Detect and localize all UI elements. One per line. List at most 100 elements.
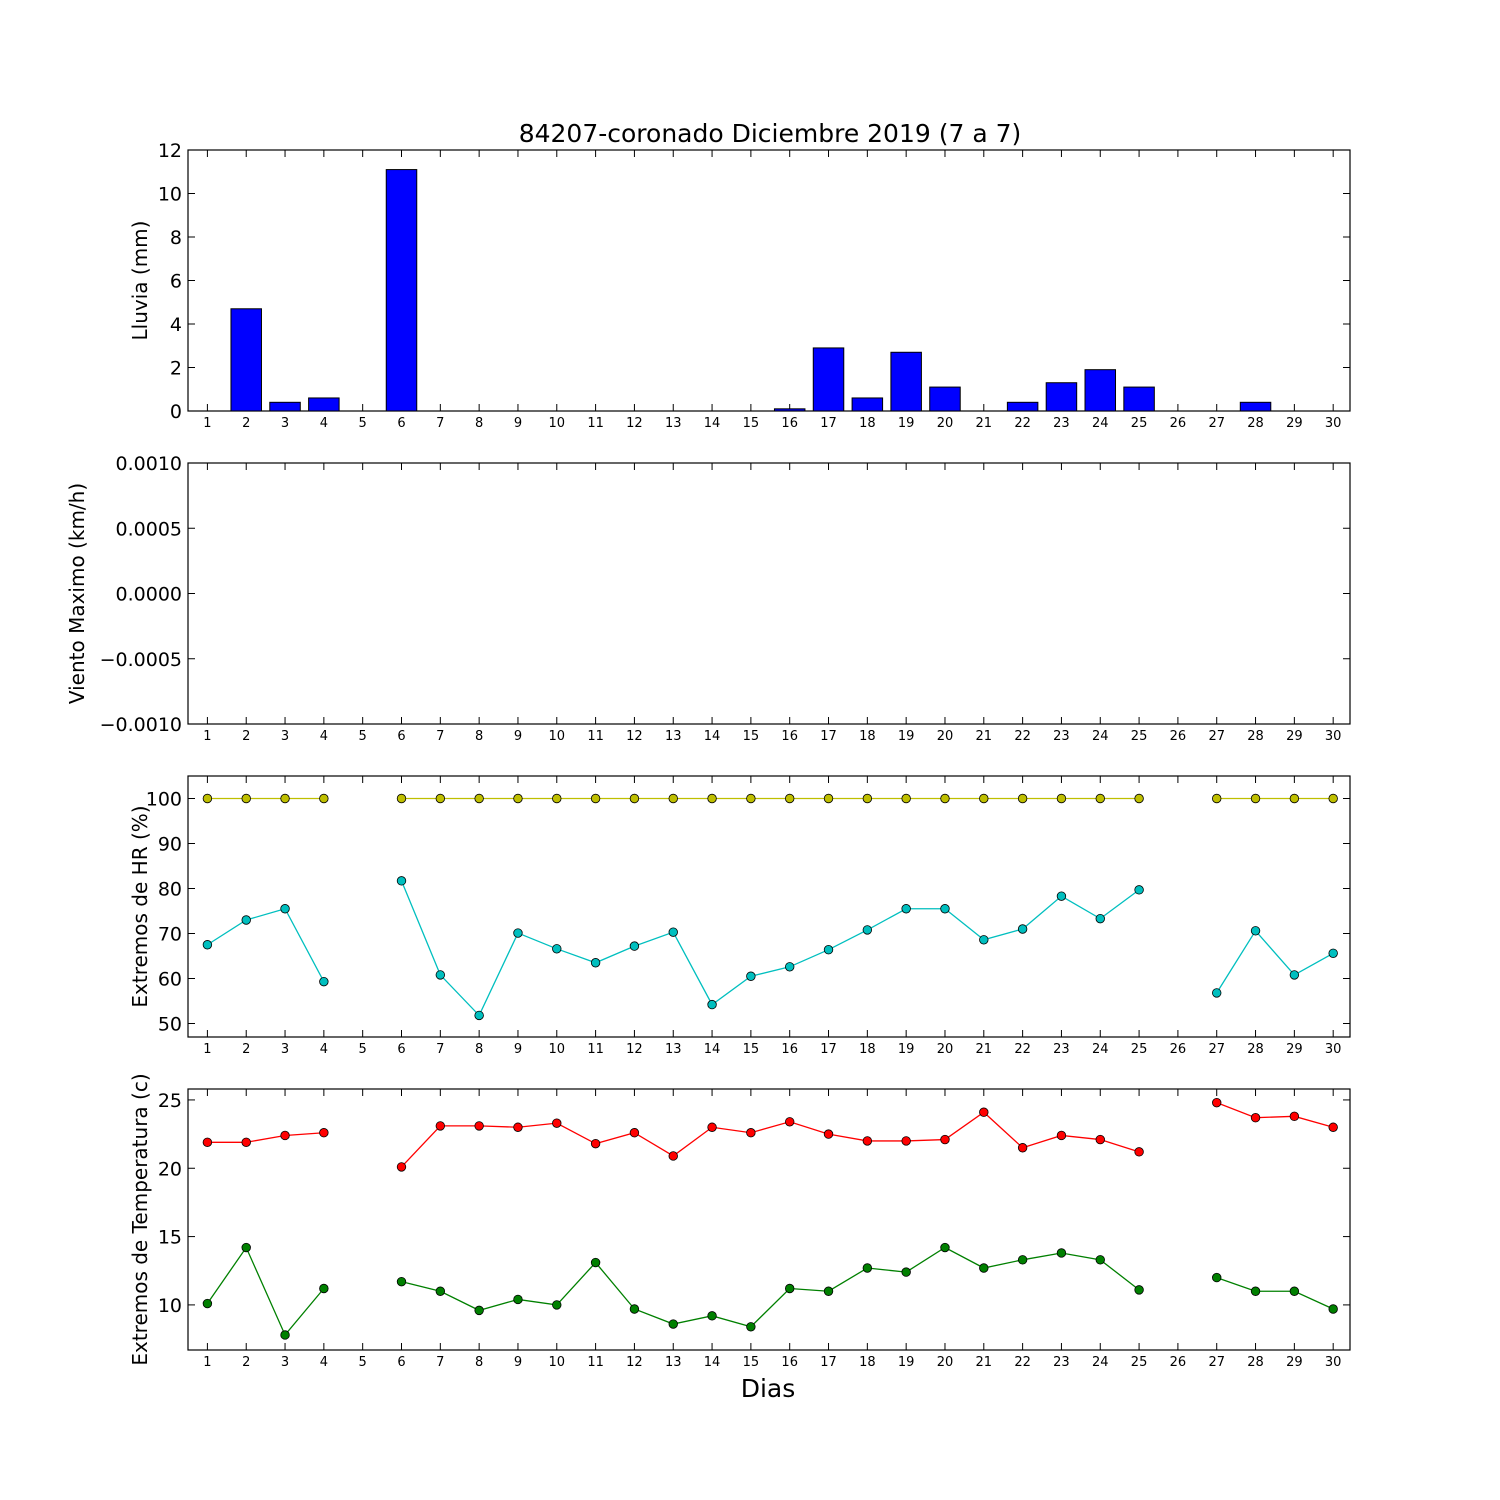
y-axis-label: Extremos de Temperatura (c) — [128, 1073, 152, 1365]
x-tick-label: 12 — [626, 729, 643, 744]
point-series-1-day-14 — [707, 1311, 717, 1321]
x-tick-label: 3 — [281, 1042, 289, 1057]
x-tick-label: 12 — [626, 1355, 643, 1370]
x-tick-label: 17 — [820, 416, 837, 431]
x-tick-label: 19 — [898, 1355, 915, 1370]
x-tick-label: 27 — [1208, 1042, 1225, 1057]
point-series-1-day-28 — [1250, 926, 1261, 936]
x-tick-label: 25 — [1131, 416, 1148, 431]
x-tick-label: 11 — [587, 729, 604, 744]
x-tick-label: 5 — [359, 416, 367, 431]
point-series-0-day-21 — [979, 793, 989, 804]
x-tick-label: 30 — [1325, 729, 1342, 744]
point-series-1-day-22 — [1017, 924, 1028, 934]
x-tick-label: 24 — [1092, 1042, 1109, 1057]
x-tick-label: 14 — [704, 1355, 721, 1370]
x-tick-label: 8 — [475, 729, 483, 744]
x-tick-label: 6 — [397, 1355, 405, 1370]
point-series-1-day-18 — [862, 1263, 873, 1273]
x-tick-label: 7 — [436, 729, 444, 744]
x-tick-label: 23 — [1053, 1042, 1070, 1057]
point-series-1-day-2 — [241, 1242, 251, 1253]
point-series-0-day-24 — [1095, 1134, 1105, 1145]
point-series-1-day-14 — [707, 999, 717, 1010]
point-series-0-day-27 — [1212, 793, 1222, 804]
point-series-0-day-12 — [629, 1128, 640, 1138]
y-tick-label: 100 — [146, 789, 182, 811]
x-tick-label: 11 — [587, 416, 604, 431]
x-tick-label: 19 — [898, 416, 915, 431]
point-series-0-day-9 — [513, 793, 523, 804]
point-series-0-day-27 — [1212, 1097, 1222, 1108]
bar-day-2 — [230, 308, 262, 412]
x-tick-label: 20 — [937, 416, 954, 431]
x-tick-label: 30 — [1325, 416, 1342, 431]
point-series-1-day-6 — [396, 1276, 407, 1287]
point-series-1-day-4 — [319, 1283, 329, 1294]
x-tick-label: 2 — [242, 729, 250, 744]
point-series-1-day-24 — [1095, 1255, 1105, 1265]
bar-day-20 — [929, 386, 961, 412]
x-tick-label: 12 — [626, 416, 643, 431]
point-series-1-day-17 — [823, 1286, 834, 1296]
point-series-0-day-24 — [1095, 793, 1105, 804]
y-tick-label: −0.0005 — [100, 649, 182, 671]
point-series-0-day-16 — [785, 793, 795, 804]
point-series-0-day-6 — [396, 1162, 407, 1172]
x-tick-label: 19 — [898, 1042, 915, 1057]
point-series-0-day-13 — [668, 1151, 678, 1161]
point-series-1-day-13 — [668, 927, 678, 937]
point-series-0-day-12 — [629, 793, 640, 804]
series-line-1 — [207, 907, 325, 982]
point-series-1-day-27 — [1212, 988, 1222, 998]
x-tick-label: 4 — [320, 1355, 328, 1370]
axes-frame — [187, 1088, 1351, 1351]
y-tick-label: 15 — [158, 1227, 182, 1249]
point-series-0-day-7 — [435, 793, 446, 804]
point-series-1-day-12 — [629, 941, 640, 951]
x-tick-label: 14 — [704, 729, 721, 744]
x-tick-label: 19 — [898, 729, 915, 744]
point-series-1-day-16 — [785, 962, 795, 972]
bar-day-17 — [812, 347, 845, 412]
point-series-0-day-10 — [552, 793, 562, 804]
y-tick-label: 25 — [158, 1090, 182, 1112]
point-series-1-day-21 — [979, 935, 989, 945]
x-tick-label: 16 — [781, 1355, 798, 1370]
point-series-0-day-11 — [590, 1138, 601, 1149]
x-tick-label: 5 — [359, 1042, 367, 1057]
y-tick-label: 4 — [170, 314, 182, 336]
series-line-1 — [1216, 1276, 1334, 1310]
y-tick-label: −0.0010 — [100, 714, 182, 736]
x-tick-label: 15 — [743, 1355, 760, 1370]
series-line-0 — [401, 1111, 1140, 1168]
x-tick-label: 5 — [359, 1355, 367, 1370]
x-tick-label: 25 — [1131, 729, 1148, 744]
x-tick-label: 9 — [514, 729, 522, 744]
x-tick-label: 28 — [1247, 416, 1264, 431]
point-series-0-day-1 — [202, 793, 213, 804]
point-series-1-day-29 — [1289, 970, 1300, 980]
x-tick-label: 1 — [203, 1355, 211, 1370]
x-tick-label: 7 — [436, 416, 444, 431]
x-tick-label: 15 — [743, 416, 760, 431]
point-series-0-day-1 — [202, 1137, 213, 1147]
x-tick-label: 22 — [1014, 1355, 1031, 1370]
point-series-1-day-23 — [1056, 891, 1067, 901]
axes-frame — [187, 462, 1351, 725]
x-tick-label: 7 — [436, 1042, 444, 1057]
point-series-0-day-2 — [241, 1137, 251, 1147]
point-series-0-day-8 — [474, 1121, 484, 1131]
point-series-0-day-20 — [940, 793, 950, 804]
x-tick-label: 3 — [281, 1355, 289, 1370]
x-tick-label: 13 — [665, 729, 682, 744]
x-tick-label: 14 — [704, 416, 721, 431]
x-tick-label: 23 — [1053, 729, 1070, 744]
point-series-0-day-15 — [746, 1128, 756, 1138]
y-tick-label: 90 — [158, 834, 182, 856]
x-tick-label: 24 — [1092, 729, 1109, 744]
point-series-0-day-3 — [280, 1130, 290, 1141]
